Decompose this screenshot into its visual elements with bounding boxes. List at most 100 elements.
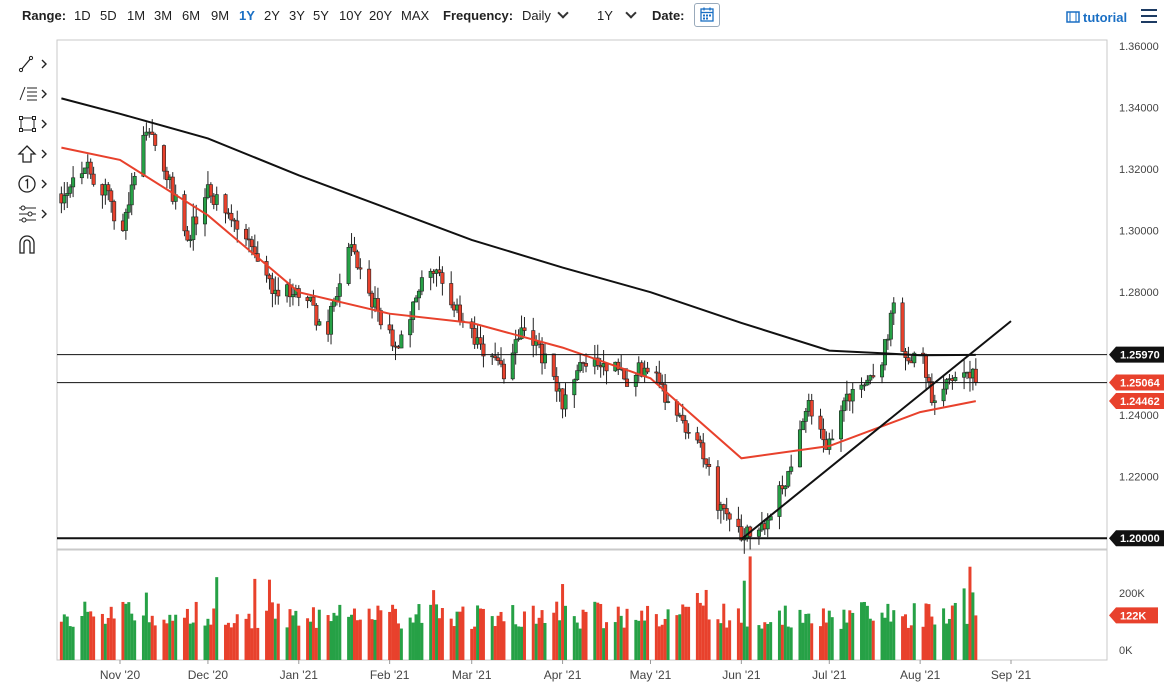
- candle-body: [150, 131, 155, 135]
- candle-body: [601, 363, 606, 368]
- volume-bar: [681, 604, 685, 660]
- hamburger-menu-icon[interactable]: [1141, 9, 1157, 23]
- volume-bar: [786, 626, 790, 660]
- candle-body: [334, 296, 339, 301]
- candle-body: [132, 175, 137, 186]
- range-button-6m[interactable]: 6M: [182, 8, 201, 23]
- arrow-tool-icon[interactable]: [16, 142, 50, 166]
- candle-body: [88, 161, 93, 175]
- candle-body: [827, 438, 832, 450]
- candle-body: [625, 378, 630, 387]
- range-button-20y[interactable]: 20Y: [369, 8, 393, 23]
- volume-bar: [437, 618, 441, 660]
- candle-body: [161, 145, 166, 172]
- candle-body: [522, 327, 527, 331]
- frequency-select[interactable]: Daily: [522, 7, 569, 23]
- candle-body: [554, 376, 559, 392]
- range-button-1y[interactable]: 1Y: [239, 8, 255, 23]
- volume-bar: [86, 611, 90, 660]
- candle-body: [759, 523, 764, 531]
- candle-body: [645, 367, 650, 373]
- candle-body: [91, 173, 96, 185]
- volume-bar: [745, 626, 749, 660]
- pattern-tool-icon[interactable]: [16, 202, 50, 226]
- x-tick-label: Feb '21: [370, 668, 410, 682]
- volume-bar: [974, 615, 978, 660]
- frequency-label: Frequency:: [443, 8, 514, 23]
- candle-body: [208, 184, 213, 197]
- counter-tool-icon[interactable]: [16, 172, 50, 196]
- candle-body: [578, 362, 583, 371]
- candle-body: [686, 432, 691, 434]
- candle-body: [513, 339, 518, 354]
- volume-bar: [522, 611, 526, 660]
- volume-bar: [622, 627, 626, 660]
- candle-body: [396, 346, 401, 349]
- range-button-3m[interactable]: 3M: [154, 8, 173, 23]
- range-button-3y[interactable]: 3Y: [289, 8, 305, 23]
- y-tick-label: 1.24000: [1119, 410, 1159, 422]
- volume-bar: [593, 601, 597, 660]
- volume-bar: [572, 616, 576, 660]
- candle-body: [903, 351, 908, 358]
- candle-body: [882, 339, 887, 366]
- candle-body: [944, 379, 949, 390]
- volume-bar: [65, 616, 69, 660]
- magnet-icon[interactable]: [16, 232, 50, 256]
- volume-bar: [396, 623, 400, 660]
- volume-bar: [736, 608, 740, 660]
- period-select[interactable]: 1Y: [597, 7, 637, 23]
- range-button-5y[interactable]: 5Y: [313, 8, 329, 23]
- candle-body: [419, 277, 424, 292]
- candle-body: [141, 134, 146, 177]
- volume-bar: [965, 623, 969, 660]
- range-button-9m[interactable]: 9M: [211, 8, 230, 23]
- trendline-tool-icon[interactable]: [16, 52, 50, 76]
- candle-body: [953, 376, 958, 381]
- candle-body: [510, 352, 515, 380]
- candlestick-series: [59, 119, 978, 554]
- range-button-max[interactable]: MAX: [401, 8, 430, 23]
- candle-body: [337, 283, 342, 297]
- volume-bar: [561, 584, 565, 660]
- candle-body: [765, 519, 770, 530]
- candle-body: [575, 370, 580, 381]
- candle-body: [847, 393, 852, 402]
- range-button-1d[interactable]: 1D: [74, 8, 91, 23]
- range-button-10y[interactable]: 10Y: [339, 8, 363, 23]
- volume-bar: [534, 623, 538, 660]
- volume-bar: [373, 619, 377, 660]
- volume-bar: [332, 612, 336, 660]
- volume-bar: [171, 620, 175, 660]
- volume-bar: [616, 606, 620, 660]
- candle-body: [715, 466, 720, 511]
- candle-body: [79, 173, 84, 179]
- candle-body: [748, 526, 753, 537]
- candle-body: [264, 261, 269, 276]
- date-picker-button[interactable]: [694, 3, 720, 27]
- candle-body: [167, 176, 172, 181]
- volume-bar: [868, 618, 872, 660]
- volume-bar: [127, 602, 131, 660]
- volume-bar: [185, 608, 189, 660]
- tutorial-link[interactable]: tutorial: [1066, 10, 1127, 25]
- volume-bar: [719, 623, 723, 660]
- candle-body: [592, 357, 597, 367]
- volume-bar: [153, 625, 157, 660]
- fibonacci-tool-icon[interactable]: [16, 82, 50, 106]
- candle-body: [859, 384, 864, 390]
- range-button-2y[interactable]: 2Y: [264, 8, 280, 23]
- range-button-1m[interactable]: 1M: [127, 8, 146, 23]
- rectangle-tool-icon[interactable]: [16, 112, 50, 136]
- volume-bar: [250, 628, 254, 660]
- range-button-5d[interactable]: 5D: [100, 8, 117, 23]
- volume-bar: [473, 626, 477, 660]
- candle-body: [314, 304, 319, 326]
- volume-bar: [698, 602, 702, 660]
- volume-bar: [408, 617, 412, 660]
- volume-bar: [168, 614, 172, 660]
- volume-bar: [839, 628, 843, 660]
- candle-body: [557, 388, 562, 392]
- candle-body: [346, 246, 351, 284]
- candle-body: [452, 304, 457, 311]
